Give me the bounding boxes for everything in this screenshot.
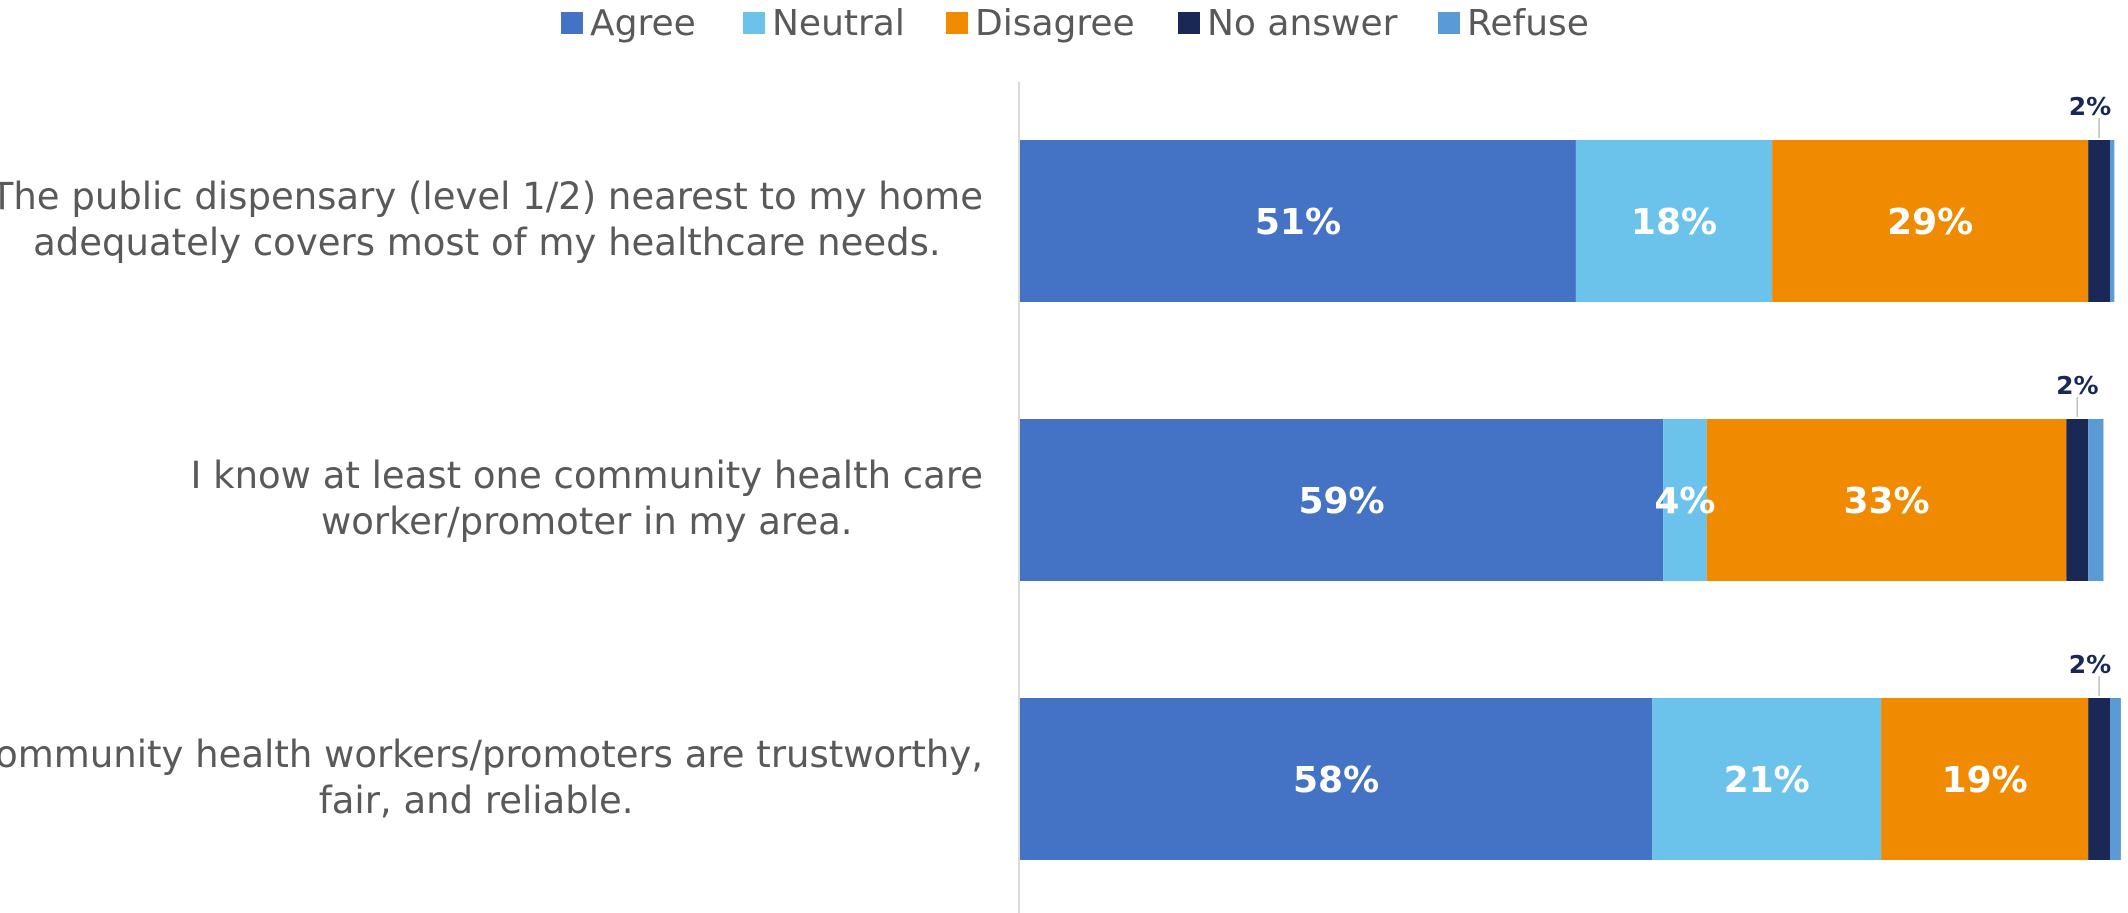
data-label-disagree: 29% <box>1887 202 1973 243</box>
data-label-no-answer: 2% <box>2069 650 2111 679</box>
legend-label-no-answer: No answer <box>1207 3 1398 44</box>
bar-segment-no-answer <box>2088 698 2110 860</box>
category-label: I know at least one community health car… <box>190 454 983 543</box>
data-label-disagree: 19% <box>1942 760 2028 801</box>
category-label: The public dispensary (level 1/2) neares… <box>0 175 983 264</box>
bar-segment-refuse <box>2088 419 2103 581</box>
legend: Agree Neutral Disagree No answer Refuse <box>561 3 1589 44</box>
legend-swatch-neutral <box>743 12 765 34</box>
bar-segment-no-answer <box>2088 140 2110 302</box>
legend-swatch-agree <box>561 12 583 34</box>
data-label-neutral: 4% <box>1654 481 1715 522</box>
bars <box>1020 140 2121 860</box>
data-label-neutral: 21% <box>1724 760 1810 801</box>
data-label-neutral: 18% <box>1631 202 1717 243</box>
bar-segment-refuse <box>2110 698 2121 860</box>
bar-segment-refuse <box>2110 140 2114 302</box>
legend-swatch-disagree <box>946 12 968 34</box>
data-label-no-answer: 2% <box>2056 371 2098 400</box>
legend-label-refuse: Refuse <box>1467 3 1589 44</box>
data-label-agree: 51% <box>1255 202 1341 243</box>
legend-swatch-refuse <box>1438 12 1460 34</box>
data-label-no-answer: 2% <box>2069 92 2111 121</box>
bar-segment-no-answer <box>2066 419 2088 581</box>
category-label: Community health workers/promoters are t… <box>0 733 983 822</box>
category-labels: The public dispensary (level 1/2) neares… <box>0 175 983 822</box>
legend-label-disagree: Disagree <box>975 3 1135 44</box>
data-label-disagree: 33% <box>1843 481 1929 522</box>
legend-label-agree: Agree <box>590 3 696 44</box>
data-label-agree: 59% <box>1298 481 1384 522</box>
legend-label-neutral: Neutral <box>772 3 905 44</box>
legend-swatch-no-answer <box>1178 12 1200 34</box>
data-label-agree: 58% <box>1293 760 1379 801</box>
